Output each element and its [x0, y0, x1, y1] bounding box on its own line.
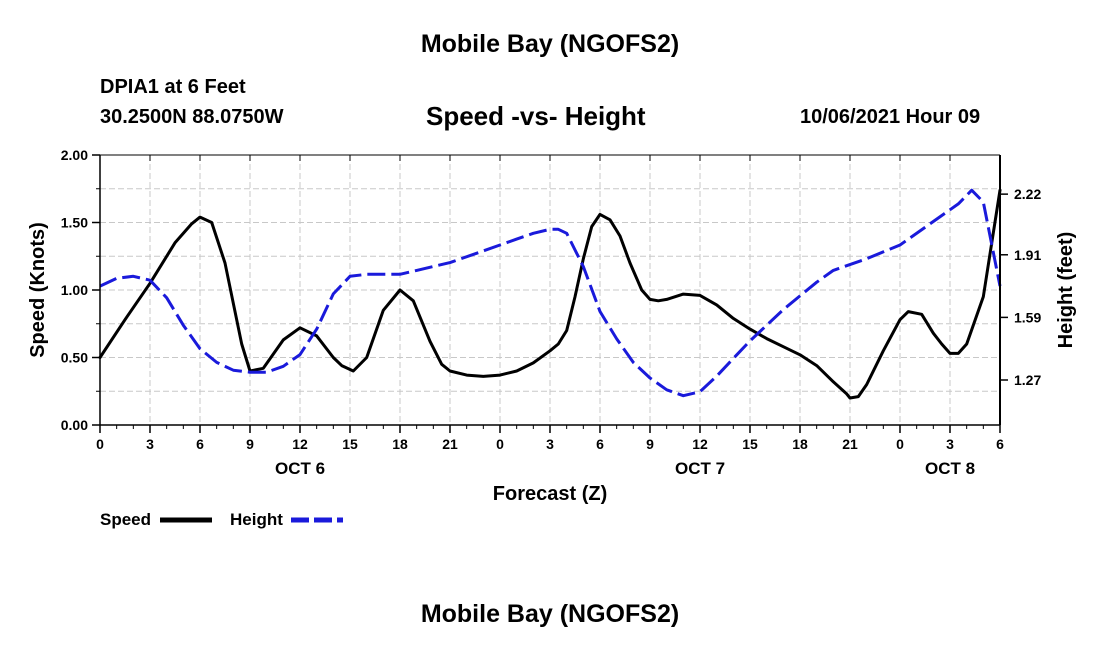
x-tick-label: 3: [546, 436, 554, 452]
y-axis-label: Speed (Knots): [27, 222, 49, 358]
x-tick-label: 21: [842, 436, 858, 452]
x-tick-label: 9: [246, 436, 254, 452]
x-tick-label: 6: [196, 436, 204, 452]
forecast-datetime: 10/06/2021 Hour 09: [800, 106, 981, 128]
y-tick-label: 1.00: [61, 282, 88, 298]
grid: [100, 155, 1000, 425]
x-tick-label: 3: [946, 436, 954, 452]
y2-axis-label: Height (feet): [1055, 232, 1077, 349]
axes: 0 3 6 9 12 15 18 21 0 3 6 9 12 15 18 21 0 3 6 OCT 6 OCT 7 OCT…: [61, 147, 1042, 478]
y-tick-label: 0.50: [61, 350, 88, 366]
x-tick-label: 9: [646, 436, 654, 452]
axis-labels: Forecast (Z) Speed (Knots) Height (feet): [27, 222, 1077, 505]
x-axis-label: Forecast (Z): [493, 483, 607, 505]
y2-tick-label: 1.59: [1014, 309, 1041, 325]
x-tick-label: 3: [146, 436, 154, 452]
footer-title: Mobile Bay (NGOFS2): [420, 600, 680, 628]
day-label: OCT 7: [675, 459, 725, 478]
x-tick-label: 0: [96, 436, 104, 452]
x-tick-label: 12: [292, 436, 308, 452]
legend-height-label: Height: [230, 510, 283, 529]
x-tick-label: 15: [742, 436, 758, 452]
legend-speed-label: Speed: [100, 510, 151, 529]
series-layer: [98, 188, 1002, 400]
y2-tick-label: 1.91: [1014, 247, 1041, 263]
x-tick-label: 18: [792, 436, 808, 452]
y-tick-label: 1.50: [61, 215, 88, 231]
day-label: OCT 8: [925, 459, 975, 478]
x-tick-label: 21: [442, 436, 458, 452]
coordinates-label: 30.2500N 88.0750W: [100, 106, 284, 128]
x-tick-label: 6: [996, 436, 1004, 452]
legend: Speed Height: [100, 510, 343, 529]
y2-tick-label: 1.27: [1014, 372, 1041, 388]
station-label: DPIA1 at 6 Feet: [100, 76, 246, 98]
y-tick-label: 0.00: [61, 417, 88, 433]
x-tick-label: 15: [342, 436, 358, 452]
day-label: OCT 6: [275, 459, 325, 478]
x-tick-label: 0: [496, 436, 504, 452]
chart-subtitle: Speed -vs- Height: [426, 101, 646, 131]
height-series-line: [99, 188, 1002, 398]
speed-series-line: [98, 188, 1002, 400]
x-tick-label: 18: [392, 436, 408, 452]
x-tick-label: 12: [692, 436, 708, 452]
x-tick-label: 6: [596, 436, 604, 452]
y2-tick-label: 2.22: [1014, 186, 1041, 202]
x-tick-label: 0: [896, 436, 904, 452]
y-tick-label: 2.00: [61, 147, 88, 163]
chart-title: Mobile Bay (NGOFS2): [420, 30, 680, 58]
